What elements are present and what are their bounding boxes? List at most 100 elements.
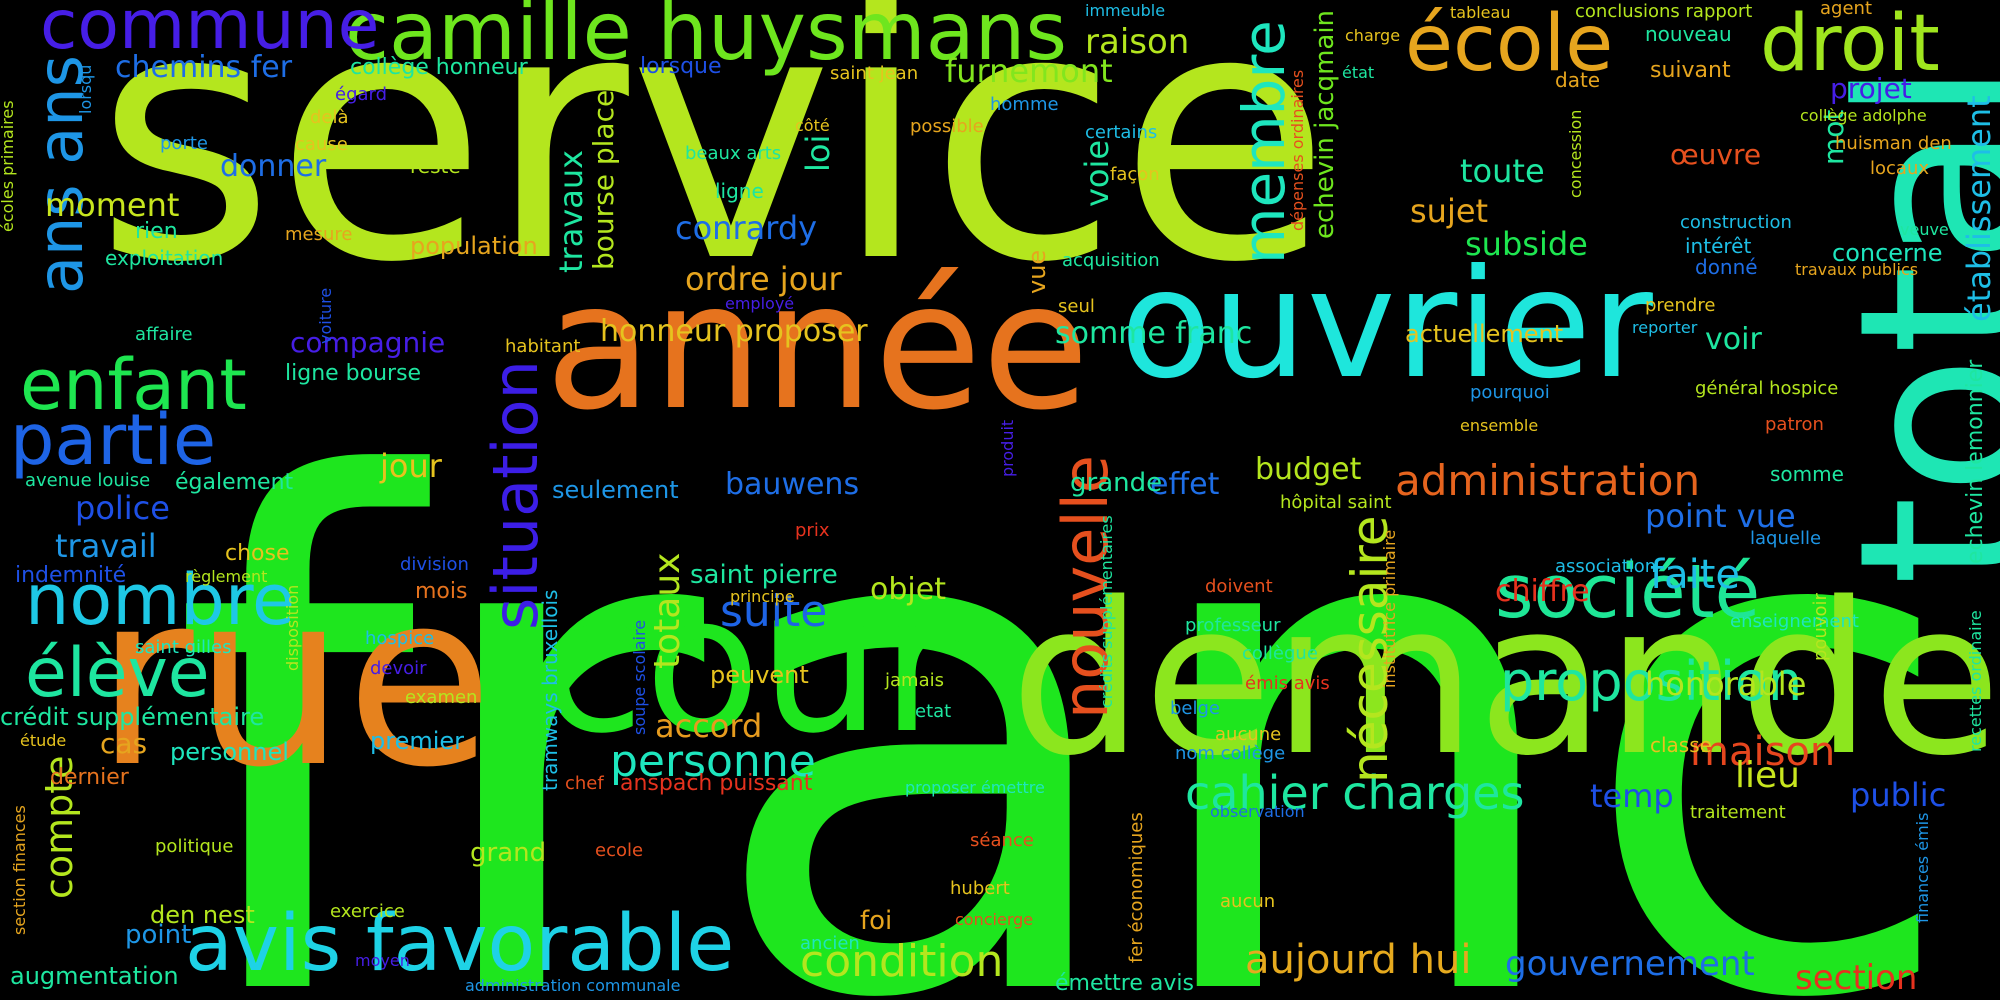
word-franc: franc bbox=[170, 337, 1962, 1000]
word-locaux: locaux bbox=[1870, 158, 1930, 179]
word-subside: subside bbox=[1465, 225, 1588, 263]
word-élève: élève bbox=[25, 634, 210, 713]
word-cause: cause bbox=[295, 134, 348, 155]
word-agent: agent bbox=[1820, 0, 1872, 19]
word-ensemble: ensemble bbox=[1460, 416, 1539, 435]
word-jour: jour bbox=[380, 447, 442, 485]
word-façon: façon bbox=[1110, 164, 1160, 185]
word-principe: principe bbox=[730, 587, 795, 606]
word-totaux: totaux bbox=[647, 552, 688, 669]
word-bauwens: bauwens bbox=[725, 467, 860, 502]
word-point-vue: point vue bbox=[1645, 497, 1796, 535]
word-recettes-ordinaire: recettes ordinaire bbox=[1966, 610, 1985, 752]
word-toute: toute bbox=[1460, 152, 1545, 190]
word-grande: grande bbox=[1070, 468, 1163, 498]
word-certains: certains bbox=[1085, 122, 1158, 143]
word-reste: reste bbox=[410, 154, 461, 178]
word-enfant: enfant bbox=[20, 344, 247, 426]
word-sujet: sujet bbox=[1410, 192, 1489, 230]
word-population: population bbox=[410, 232, 538, 260]
word-ligne-bourse: ligne bourse bbox=[285, 361, 422, 386]
word-mois: mois bbox=[415, 579, 468, 604]
word-concerne: concerne bbox=[1832, 239, 1943, 267]
word-porte: porte bbox=[160, 133, 208, 154]
word-chose: chose bbox=[225, 541, 290, 566]
word-belge: belge bbox=[1170, 698, 1221, 719]
word-hubert: hubert bbox=[950, 878, 1010, 899]
word-peuvent: peuvent bbox=[710, 661, 809, 689]
word-exploitation: exploitation bbox=[105, 246, 224, 270]
word-concierge: concierge bbox=[955, 910, 1034, 929]
word-temp: temp bbox=[1590, 777, 1674, 815]
word-honorable: honorable bbox=[1645, 665, 1807, 703]
word-conclusions-rapport: conclusions rapport bbox=[1575, 1, 1753, 22]
word-huisman-den: huisman den bbox=[1835, 133, 1952, 154]
word-administration: administration bbox=[1395, 456, 1701, 505]
word-état: état bbox=[1342, 63, 1375, 82]
word-disposition: disposition bbox=[283, 584, 302, 671]
word-etat: etat bbox=[915, 701, 952, 722]
word-jamais: jamais bbox=[885, 670, 944, 691]
word-section-finances: section finances bbox=[10, 805, 29, 935]
word-collègue: collègue bbox=[1242, 643, 1318, 664]
word-somme-franc: somme franc bbox=[1055, 316, 1253, 351]
word-tableau: tableau bbox=[1450, 3, 1511, 22]
word-établissement: établissement bbox=[1960, 95, 1998, 322]
word-division: division bbox=[400, 554, 469, 575]
word-proposer-émettre: proposer émettre bbox=[905, 778, 1045, 797]
word-bourse-place: bourse place bbox=[587, 89, 620, 270]
word-beaux-arts: beaux arts bbox=[685, 143, 782, 164]
word-émettre-avis: émettre avis bbox=[1055, 971, 1194, 996]
word-cas: cas bbox=[100, 727, 148, 760]
word-camille-huysmans: camille huysmans bbox=[345, 0, 1068, 78]
word-echevin-lemonnier: echevin lemonnier bbox=[1963, 359, 1988, 564]
word-charge: charge bbox=[1345, 26, 1401, 45]
word-crédit-supplémentaire: crédit supplémentaire bbox=[0, 703, 265, 731]
word-donné: donné bbox=[1695, 255, 1758, 279]
word-règlement: règlement bbox=[185, 567, 268, 586]
word-également: également bbox=[175, 470, 294, 495]
word-suite: suite bbox=[720, 586, 828, 637]
word-furnemont: furnemont bbox=[945, 52, 1113, 90]
word-saint-pierre: saint pierre bbox=[690, 560, 838, 590]
word-collège-adolphe: collège adolphe bbox=[1800, 106, 1927, 125]
word-delà: delà bbox=[310, 107, 349, 128]
word-cour: cour bbox=[540, 554, 960, 775]
word-finances-émis: finances émis bbox=[1913, 812, 1932, 923]
word-police: police bbox=[75, 489, 170, 527]
word-doivent: doivent bbox=[1205, 576, 1273, 597]
word-compagnie: compagnie bbox=[290, 326, 446, 359]
word-mesure: mesure bbox=[285, 224, 353, 245]
word-lorsque: lorsque bbox=[640, 54, 722, 79]
word-institutrice-primaire: institutrice primaire bbox=[1380, 529, 1399, 688]
word-den-nest: den nest bbox=[150, 901, 255, 929]
word-aucun: aucun bbox=[1220, 891, 1276, 912]
word-saint-jean: saint jean bbox=[830, 63, 919, 84]
word-observation: observation bbox=[1210, 802, 1305, 821]
word-pouvoir: pouvoir bbox=[1810, 593, 1831, 661]
word-faite: faite bbox=[1650, 552, 1740, 598]
word-possible: possible bbox=[910, 116, 984, 137]
word-honneur-proposer: honneur proposer bbox=[600, 314, 868, 349]
word-projet: projet bbox=[1830, 72, 1912, 105]
word-voiture: voiture bbox=[316, 287, 335, 344]
word-hospice: hospice bbox=[365, 628, 435, 649]
word-exercice: exercice bbox=[330, 901, 405, 922]
word-égard: égard bbox=[335, 84, 388, 105]
word-écoles-primaires: écoles primaires bbox=[0, 100, 17, 232]
word-hôpital-saint: hôpital saint bbox=[1280, 492, 1392, 513]
word-gouvernement: gouvernement bbox=[1505, 944, 1755, 984]
word-avenue-louise: avenue louise bbox=[25, 470, 151, 491]
word-concession: concession bbox=[1566, 109, 1585, 198]
word-seulement: seulement bbox=[552, 476, 679, 504]
word-objet: objet bbox=[870, 572, 946, 607]
word-premier: premier bbox=[370, 727, 465, 755]
word-politique: politique bbox=[155, 836, 234, 857]
word-émis-avis: émis avis bbox=[1245, 673, 1330, 694]
word-avis-favorable: avis favorable bbox=[185, 899, 735, 989]
word-proposition: proposition bbox=[1500, 650, 1803, 713]
word-dépenses-ordinaires: dépenses ordinaires bbox=[1288, 69, 1307, 231]
word-public: public bbox=[1850, 776, 1947, 814]
word-conrardy: conrardy bbox=[675, 209, 818, 247]
